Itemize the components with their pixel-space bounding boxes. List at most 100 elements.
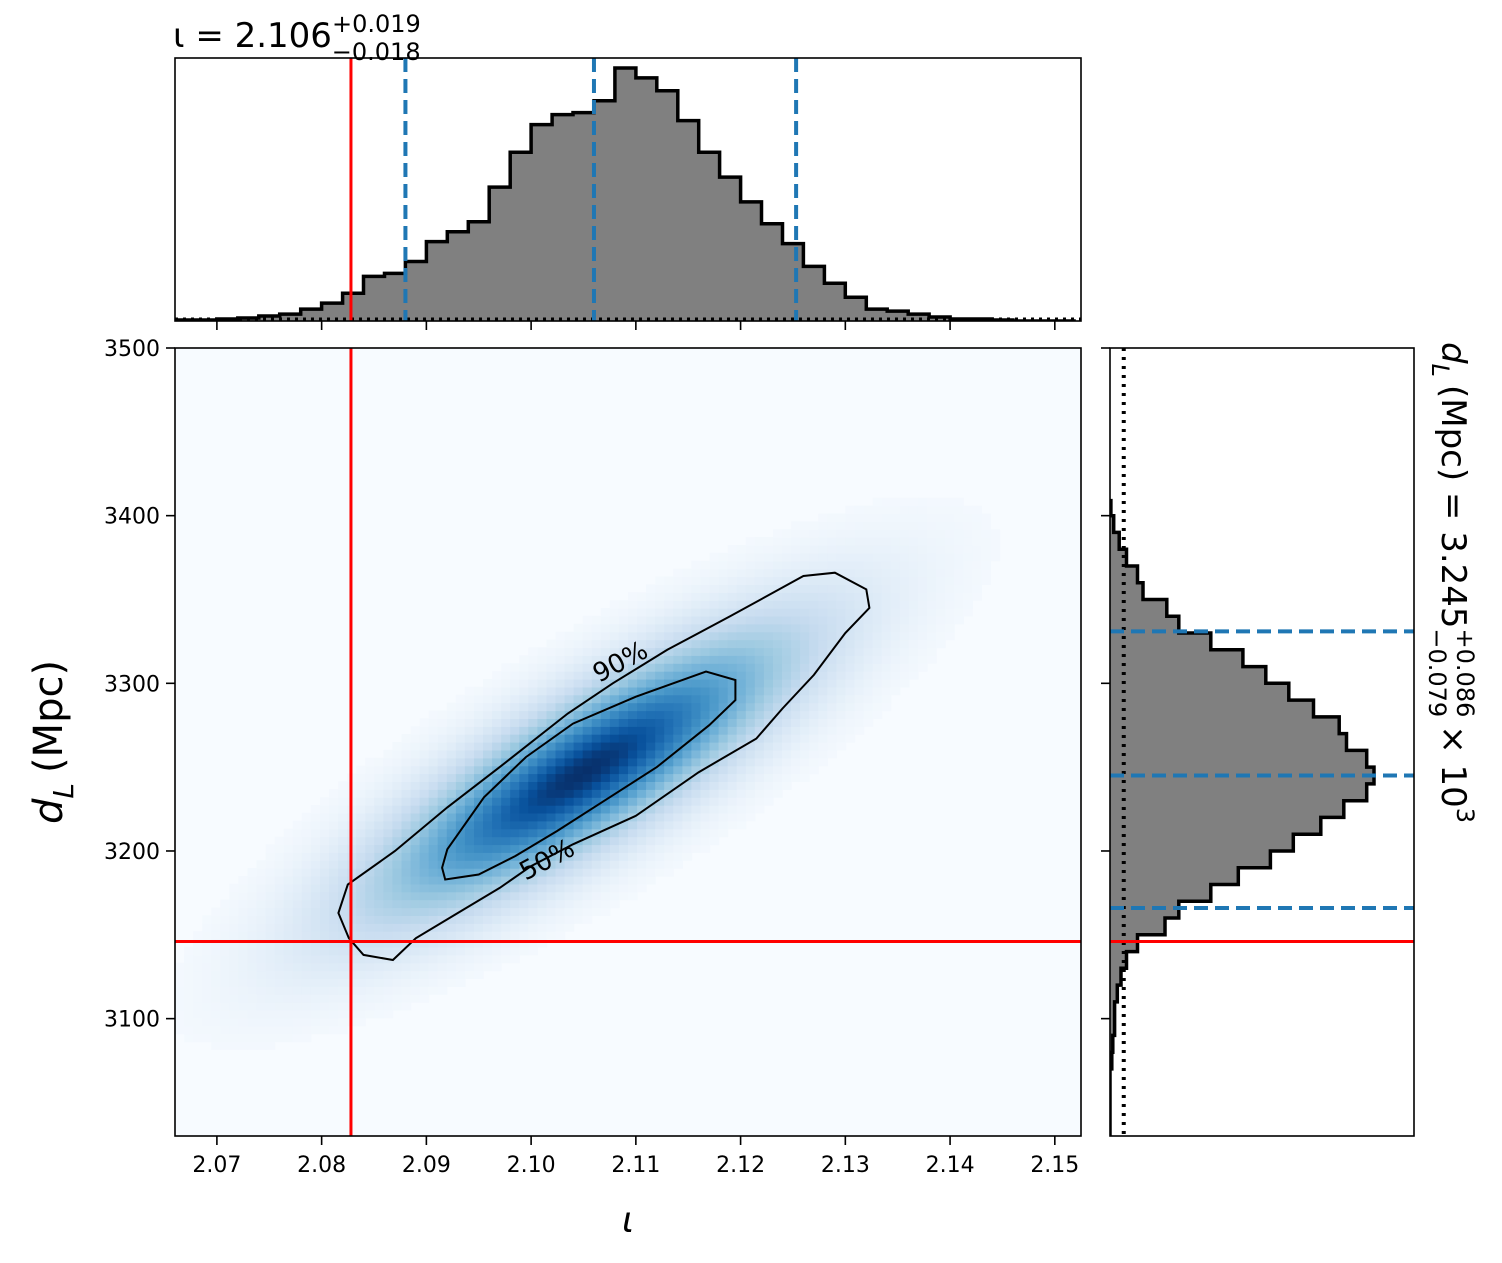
heatmap-cell — [564, 820, 575, 830]
heatmap-cell — [392, 781, 403, 790]
heatmap-cell — [283, 868, 294, 877]
heatmap-cell — [899, 639, 910, 649]
heatmap-cell — [972, 545, 982, 554]
heatmap-cell — [428, 726, 439, 735]
heatmap-cell — [655, 647, 665, 656]
heatmap-cell — [827, 529, 837, 538]
heatmap-cell — [800, 592, 810, 601]
heatmap-cell — [664, 734, 674, 743]
heatmap-cell — [600, 773, 611, 782]
heatmap-cell — [582, 639, 593, 649]
heatmap-cell — [383, 931, 394, 940]
heatmap-cell — [356, 1017, 366, 1027]
heatmap-cell — [854, 615, 865, 625]
heatmap-cell — [428, 757, 439, 767]
heatmap-cell — [555, 663, 566, 672]
heatmap-cell — [609, 860, 620, 869]
heatmap-cell — [437, 883, 448, 893]
heatmap-cell — [727, 647, 738, 656]
heatmap-cell — [238, 923, 249, 932]
heatmap-cell — [455, 773, 466, 782]
heatmap-cell — [618, 663, 629, 672]
heatmap-cell — [782, 686, 792, 696]
heatmap-cell — [673, 852, 683, 861]
heatmap-cell — [881, 647, 892, 656]
heatmap-cell — [863, 537, 874, 546]
heatmap-cell — [573, 757, 584, 767]
heatmap-cell — [329, 820, 339, 830]
heatmap-cell — [437, 962, 448, 972]
heatmap-cell — [464, 820, 475, 830]
heatmap-cell — [510, 726, 520, 735]
heatmap-cell — [510, 891, 520, 901]
heatmap-cell — [564, 639, 575, 649]
heatmap-cell — [582, 805, 593, 814]
heatmap-cell — [773, 623, 783, 633]
heatmap-cell — [854, 663, 865, 672]
heatmap-cell — [754, 765, 765, 775]
heatmap-cell — [872, 671, 883, 680]
heatmap-cell — [247, 907, 258, 916]
heatmap-cell — [301, 923, 312, 932]
heatmap-cell — [220, 931, 230, 940]
heatmap-cell — [609, 686, 620, 696]
heatmap-cell — [446, 899, 457, 909]
heatmap-cell — [446, 844, 457, 853]
heatmap-cell — [229, 1017, 240, 1027]
heatmap-cell — [374, 860, 384, 869]
heatmap-cell — [872, 529, 883, 538]
heatmap-cell — [618, 679, 629, 688]
heatmap-cell — [483, 749, 493, 759]
heatmap-cell — [664, 710, 674, 719]
heatmap-cell — [419, 994, 430, 1003]
heatmap-cell — [247, 946, 258, 956]
heatmap-cell — [791, 623, 801, 633]
heatmap-cell — [600, 726, 611, 735]
heatmap-cell — [845, 671, 856, 680]
heatmap-cell — [682, 600, 693, 609]
heatmap-cell — [818, 710, 828, 719]
heatmap-cell — [582, 868, 593, 877]
heatmap-cell — [890, 529, 901, 538]
heatmap-cell — [709, 789, 720, 798]
heatmap-cell — [410, 805, 421, 814]
heatmap-cell — [383, 868, 394, 877]
heatmap-cell — [754, 545, 765, 554]
heatmap-cell — [483, 686, 493, 696]
heatmap-cell — [609, 844, 620, 853]
heatmap-cell — [329, 852, 339, 861]
heatmap-cell — [392, 876, 403, 885]
heatmap-cell — [936, 639, 946, 649]
heatmap-cell — [193, 994, 203, 1003]
heatmap-cell — [419, 828, 430, 838]
heatmap-cell — [709, 608, 720, 617]
heatmap-cell — [265, 891, 276, 901]
heatmap-cell — [464, 915, 475, 924]
heatmap-cell — [773, 718, 783, 727]
heatmap-cell — [537, 820, 548, 830]
heatmap-cell — [628, 734, 638, 743]
heatmap-cell — [546, 773, 557, 782]
heatmap-cell — [283, 876, 294, 885]
heatmap-cell — [446, 891, 457, 901]
heatmap-cell — [673, 702, 683, 712]
heatmap-cell — [329, 986, 339, 995]
heatmap-cell — [546, 757, 557, 767]
joint-panel: 90%50% 2.07 2.08 2.09 2.10 2.11 2.12 2.13 2.14 2… — [26, 337, 1082, 1241]
heatmap-cell — [981, 552, 991, 562]
heatmap-cell — [238, 1017, 249, 1027]
heatmap-cell — [392, 860, 403, 869]
heatmap-cell — [519, 781, 529, 790]
heatmap-cell — [392, 907, 403, 916]
heatmap-cell — [437, 820, 448, 830]
heatmap-cell — [827, 679, 837, 688]
heatmap-cell — [881, 600, 892, 609]
heatmap-cell — [446, 812, 457, 822]
heatmap-cell — [492, 931, 502, 940]
heatmap-cell — [320, 907, 330, 916]
heatmap-cell — [745, 765, 756, 775]
heatmap-cell — [954, 576, 964, 585]
heatmap-cell — [845, 600, 856, 609]
heatmap-cell — [691, 812, 702, 822]
heatmap-cell — [238, 978, 249, 987]
